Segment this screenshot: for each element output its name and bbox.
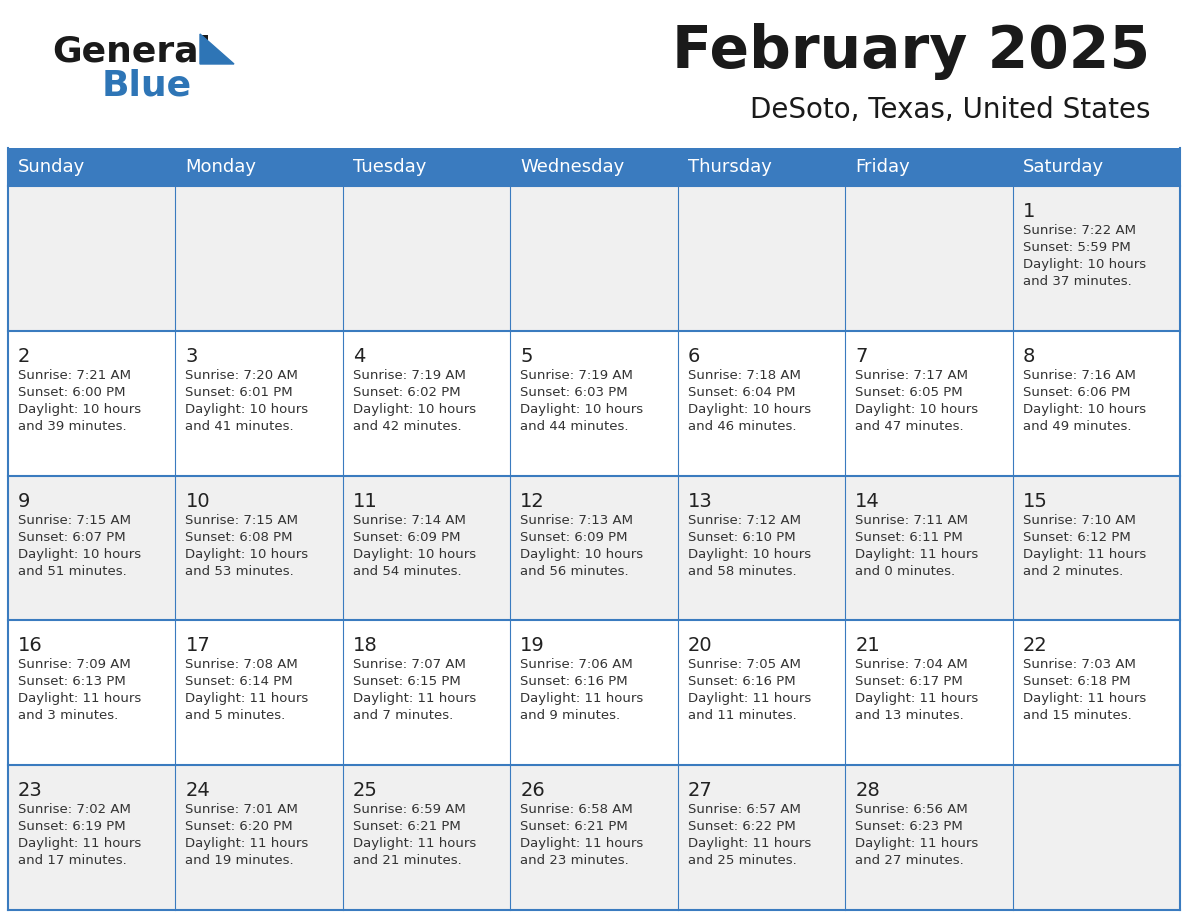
Text: 28: 28 <box>855 781 880 800</box>
Text: 24: 24 <box>185 781 210 800</box>
Text: 4: 4 <box>353 347 365 365</box>
Text: Sunrise: 6:56 AM
Sunset: 6:23 PM
Daylight: 11 hours
and 27 minutes.: Sunrise: 6:56 AM Sunset: 6:23 PM Dayligh… <box>855 803 979 868</box>
Text: Sunrise: 7:19 AM
Sunset: 6:03 PM
Daylight: 10 hours
and 44 minutes.: Sunrise: 7:19 AM Sunset: 6:03 PM Dayligh… <box>520 369 644 432</box>
Text: Blue: Blue <box>102 69 192 103</box>
Text: Monday: Monday <box>185 158 257 176</box>
Text: Sunrise: 7:05 AM
Sunset: 6:16 PM
Daylight: 11 hours
and 11 minutes.: Sunrise: 7:05 AM Sunset: 6:16 PM Dayligh… <box>688 658 811 722</box>
Bar <box>8 766 1180 910</box>
Text: 21: 21 <box>855 636 880 655</box>
Text: Sunrise: 7:22 AM
Sunset: 5:59 PM
Daylight: 10 hours
and 37 minutes.: Sunrise: 7:22 AM Sunset: 5:59 PM Dayligh… <box>1023 224 1145 288</box>
Text: 12: 12 <box>520 492 545 510</box>
Text: Sunrise: 7:13 AM
Sunset: 6:09 PM
Daylight: 10 hours
and 56 minutes.: Sunrise: 7:13 AM Sunset: 6:09 PM Dayligh… <box>520 513 644 577</box>
Text: 15: 15 <box>1023 492 1048 510</box>
Text: Sunrise: 7:16 AM
Sunset: 6:06 PM
Daylight: 10 hours
and 49 minutes.: Sunrise: 7:16 AM Sunset: 6:06 PM Dayligh… <box>1023 369 1145 432</box>
Text: 27: 27 <box>688 781 713 800</box>
Text: 17: 17 <box>185 636 210 655</box>
Text: 10: 10 <box>185 492 210 510</box>
Text: 2: 2 <box>18 347 31 365</box>
Text: Thursday: Thursday <box>688 158 771 176</box>
Text: 8: 8 <box>1023 347 1035 365</box>
Text: Sunrise: 7:08 AM
Sunset: 6:14 PM
Daylight: 11 hours
and 5 minutes.: Sunrise: 7:08 AM Sunset: 6:14 PM Dayligh… <box>185 658 309 722</box>
Text: General: General <box>52 35 211 69</box>
Text: Sunrise: 6:58 AM
Sunset: 6:21 PM
Daylight: 11 hours
and 23 minutes.: Sunrise: 6:58 AM Sunset: 6:21 PM Dayligh… <box>520 803 644 868</box>
Text: Sunrise: 7:09 AM
Sunset: 6:13 PM
Daylight: 11 hours
and 3 minutes.: Sunrise: 7:09 AM Sunset: 6:13 PM Dayligh… <box>18 658 141 722</box>
Text: Wednesday: Wednesday <box>520 158 625 176</box>
Text: 18: 18 <box>353 636 378 655</box>
Bar <box>8 621 1180 766</box>
Text: Sunrise: 7:03 AM
Sunset: 6:18 PM
Daylight: 11 hours
and 15 minutes.: Sunrise: 7:03 AM Sunset: 6:18 PM Dayligh… <box>1023 658 1145 722</box>
Text: Tuesday: Tuesday <box>353 158 426 176</box>
Text: 11: 11 <box>353 492 378 510</box>
Text: Sunrise: 7:02 AM
Sunset: 6:19 PM
Daylight: 11 hours
and 17 minutes.: Sunrise: 7:02 AM Sunset: 6:19 PM Dayligh… <box>18 803 141 868</box>
Text: Sunday: Sunday <box>18 158 86 176</box>
Text: Sunrise: 7:06 AM
Sunset: 6:16 PM
Daylight: 11 hours
and 9 minutes.: Sunrise: 7:06 AM Sunset: 6:16 PM Dayligh… <box>520 658 644 722</box>
Text: Sunrise: 7:04 AM
Sunset: 6:17 PM
Daylight: 11 hours
and 13 minutes.: Sunrise: 7:04 AM Sunset: 6:17 PM Dayligh… <box>855 658 979 722</box>
Bar <box>8 148 1180 186</box>
Text: February 2025: February 2025 <box>672 23 1150 80</box>
Text: 14: 14 <box>855 492 880 510</box>
Polygon shape <box>200 34 234 64</box>
Text: 16: 16 <box>18 636 43 655</box>
Text: Sunrise: 7:07 AM
Sunset: 6:15 PM
Daylight: 11 hours
and 7 minutes.: Sunrise: 7:07 AM Sunset: 6:15 PM Dayligh… <box>353 658 476 722</box>
Bar <box>8 186 1180 330</box>
Text: Sunrise: 7:15 AM
Sunset: 6:08 PM
Daylight: 10 hours
and 53 minutes.: Sunrise: 7:15 AM Sunset: 6:08 PM Dayligh… <box>185 513 309 577</box>
Text: Sunrise: 7:20 AM
Sunset: 6:01 PM
Daylight: 10 hours
and 41 minutes.: Sunrise: 7:20 AM Sunset: 6:01 PM Dayligh… <box>185 369 309 432</box>
Text: Sunrise: 7:19 AM
Sunset: 6:02 PM
Daylight: 10 hours
and 42 minutes.: Sunrise: 7:19 AM Sunset: 6:02 PM Dayligh… <box>353 369 476 432</box>
Text: 6: 6 <box>688 347 700 365</box>
Text: 7: 7 <box>855 347 867 365</box>
Text: 5: 5 <box>520 347 532 365</box>
Text: DeSoto, Texas, United States: DeSoto, Texas, United States <box>750 96 1150 124</box>
Text: Sunrise: 7:10 AM
Sunset: 6:12 PM
Daylight: 11 hours
and 2 minutes.: Sunrise: 7:10 AM Sunset: 6:12 PM Dayligh… <box>1023 513 1145 577</box>
Text: Sunrise: 7:18 AM
Sunset: 6:04 PM
Daylight: 10 hours
and 46 minutes.: Sunrise: 7:18 AM Sunset: 6:04 PM Dayligh… <box>688 369 811 432</box>
Text: Friday: Friday <box>855 158 910 176</box>
Bar <box>8 476 1180 621</box>
Text: 3: 3 <box>185 347 198 365</box>
Text: Saturday: Saturday <box>1023 158 1104 176</box>
Text: 1: 1 <box>1023 202 1035 221</box>
Text: 26: 26 <box>520 781 545 800</box>
Text: Sunrise: 7:01 AM
Sunset: 6:20 PM
Daylight: 11 hours
and 19 minutes.: Sunrise: 7:01 AM Sunset: 6:20 PM Dayligh… <box>185 803 309 868</box>
Text: Sunrise: 7:12 AM
Sunset: 6:10 PM
Daylight: 10 hours
and 58 minutes.: Sunrise: 7:12 AM Sunset: 6:10 PM Dayligh… <box>688 513 811 577</box>
Text: 20: 20 <box>688 636 713 655</box>
Text: 9: 9 <box>18 492 31 510</box>
Text: Sunrise: 7:14 AM
Sunset: 6:09 PM
Daylight: 10 hours
and 54 minutes.: Sunrise: 7:14 AM Sunset: 6:09 PM Dayligh… <box>353 513 476 577</box>
Text: Sunrise: 7:11 AM
Sunset: 6:11 PM
Daylight: 11 hours
and 0 minutes.: Sunrise: 7:11 AM Sunset: 6:11 PM Dayligh… <box>855 513 979 577</box>
Text: 25: 25 <box>353 781 378 800</box>
Text: Sunrise: 7:15 AM
Sunset: 6:07 PM
Daylight: 10 hours
and 51 minutes.: Sunrise: 7:15 AM Sunset: 6:07 PM Dayligh… <box>18 513 141 577</box>
Text: Sunrise: 6:57 AM
Sunset: 6:22 PM
Daylight: 11 hours
and 25 minutes.: Sunrise: 6:57 AM Sunset: 6:22 PM Dayligh… <box>688 803 811 868</box>
Text: 13: 13 <box>688 492 713 510</box>
Bar <box>8 330 1180 476</box>
Text: Sunrise: 7:17 AM
Sunset: 6:05 PM
Daylight: 10 hours
and 47 minutes.: Sunrise: 7:17 AM Sunset: 6:05 PM Dayligh… <box>855 369 978 432</box>
Text: Sunrise: 7:21 AM
Sunset: 6:00 PM
Daylight: 10 hours
and 39 minutes.: Sunrise: 7:21 AM Sunset: 6:00 PM Dayligh… <box>18 369 141 432</box>
Text: 19: 19 <box>520 636 545 655</box>
Text: 23: 23 <box>18 781 43 800</box>
Text: 22: 22 <box>1023 636 1048 655</box>
Text: Sunrise: 6:59 AM
Sunset: 6:21 PM
Daylight: 11 hours
and 21 minutes.: Sunrise: 6:59 AM Sunset: 6:21 PM Dayligh… <box>353 803 476 868</box>
